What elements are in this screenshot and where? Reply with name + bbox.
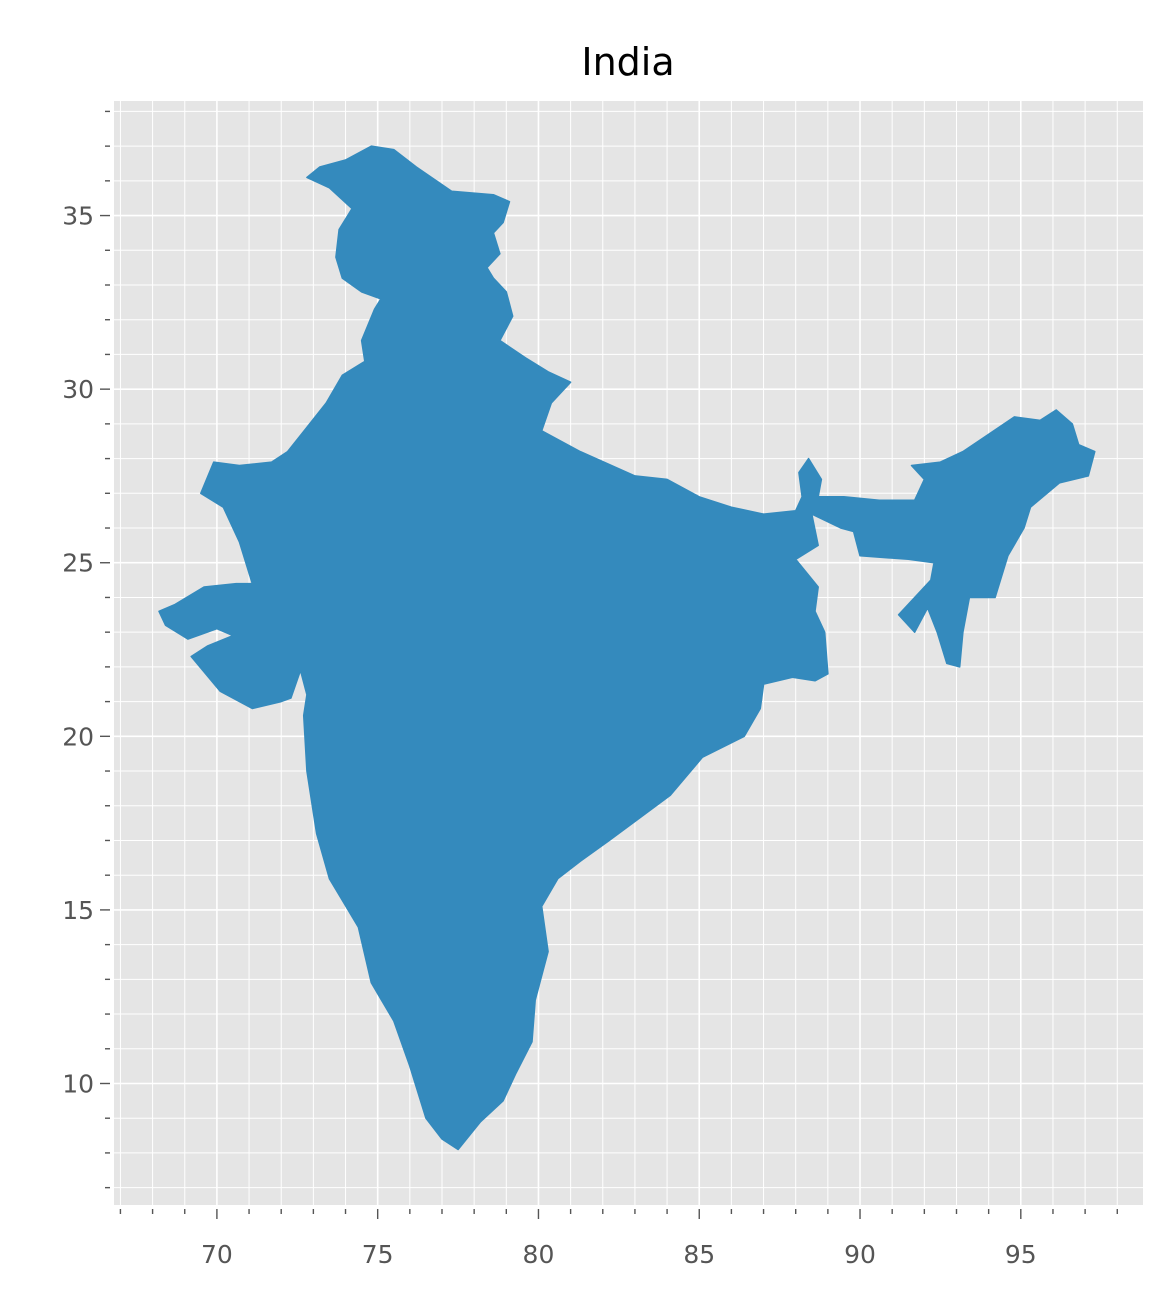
x-tick-label: 90 — [844, 1240, 876, 1269]
y-tick-label: 35 — [62, 202, 94, 231]
y-tick-label: 30 — [62, 375, 94, 404]
x-tick-label: 80 — [523, 1240, 555, 1269]
y-tick-label: 10 — [62, 1069, 94, 1098]
x-tick-label: 70 — [201, 1240, 233, 1269]
y-tick-label: 20 — [62, 722, 94, 751]
x-tick-label: 75 — [362, 1240, 394, 1269]
chart-title: India — [581, 40, 674, 84]
map-layer — [158, 145, 1096, 1151]
y-tick-label: 25 — [62, 549, 94, 578]
axes: 70 75 80 85 90 95 10 15 20 25 30 35 — [62, 110, 1118, 1269]
y-tick-label: 15 — [62, 896, 94, 925]
country-shape-india — [158, 145, 1096, 1151]
x-tick-label: 95 — [1005, 1240, 1037, 1269]
x-tick-label: 85 — [683, 1240, 715, 1269]
